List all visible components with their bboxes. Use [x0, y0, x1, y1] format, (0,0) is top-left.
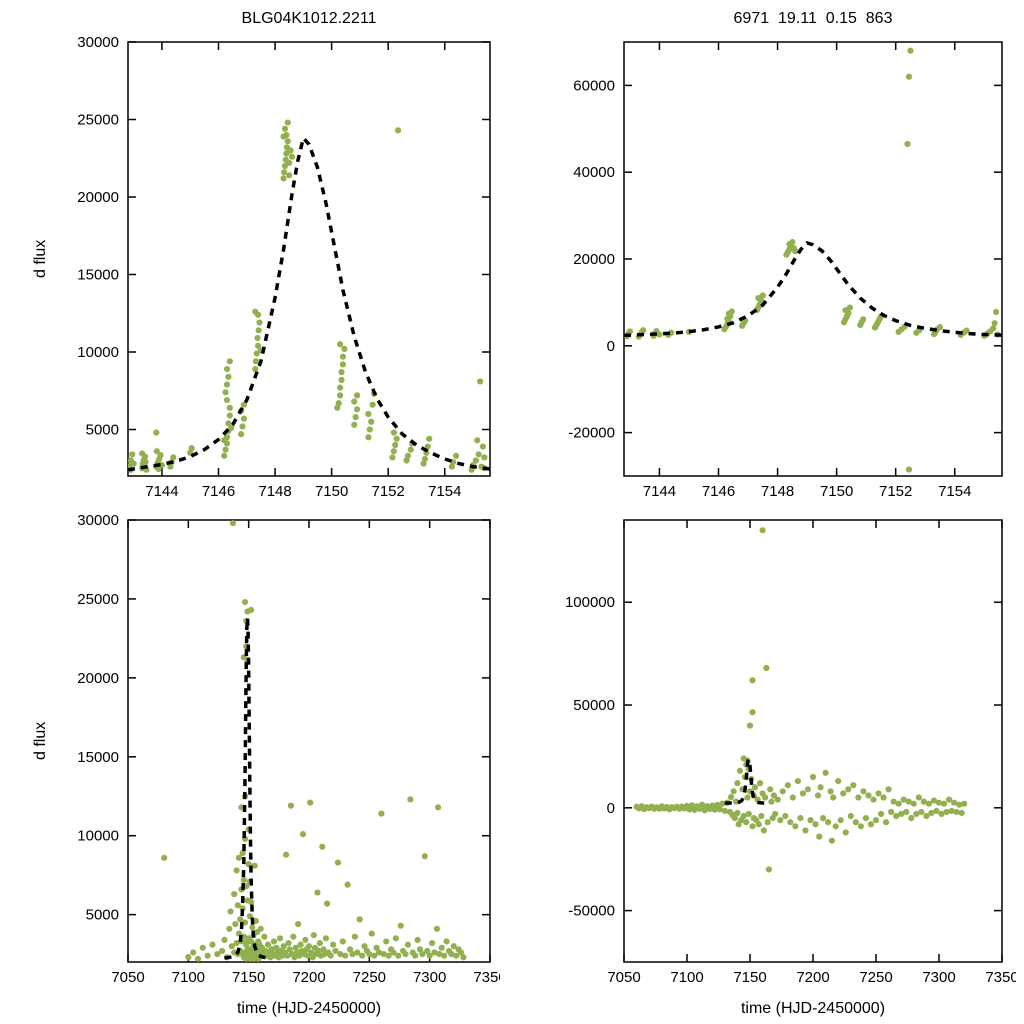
plot-canvas-bottom-right: 7050 7100 7150 7200 7250 7300 7350 -50000 0 50000… [565, 519, 1016, 986]
svg-text:60000: 60000 [573, 77, 615, 94]
svg-text:15000: 15000 [77, 267, 119, 284]
svg-text:100000: 100000 [565, 594, 615, 611]
svg-text:-50000: -50000 [568, 903, 615, 920]
plot-canvas-top-right: 7144 7146 7148 7150 7152 7154 -20000 0 20000 4000… [568, 41, 1003, 500]
svg-text:7150: 7150 [232, 969, 265, 986]
svg-text:7300: 7300 [922, 969, 955, 986]
svg-text:7154: 7154 [938, 483, 971, 500]
svg-text:7350: 7350 [985, 969, 1016, 986]
svg-text:7148: 7148 [761, 483, 794, 500]
svg-text:7146: 7146 [702, 483, 735, 500]
svg-text:7100: 7100 [670, 969, 703, 986]
svg-text:0: 0 [607, 800, 615, 817]
svg-text:7250: 7250 [353, 969, 386, 986]
svg-text:7200: 7200 [292, 969, 325, 986]
svg-text:30000: 30000 [77, 34, 119, 51]
svg-text:7100: 7100 [172, 969, 205, 986]
svg-text:-20000: -20000 [568, 425, 615, 442]
svg-text:7150: 7150 [733, 969, 766, 986]
svg-text:7152: 7152 [372, 483, 405, 500]
svg-text:0: 0 [607, 338, 615, 355]
svg-text:25000: 25000 [77, 112, 119, 129]
svg-text:7152: 7152 [879, 483, 912, 500]
svg-text:50000: 50000 [573, 697, 615, 714]
x-axis-label: time (HJD-2450000) [740, 1000, 886, 1017]
svg-text:40000: 40000 [573, 164, 615, 181]
panel-top-right: 7144 7146 7148 7150 7152 7154 -20000 0 20000 4000… [520, 6, 1016, 500]
svg-text:10000: 10000 [77, 344, 119, 361]
y-axis-label: d flux [32, 239, 49, 279]
svg-text:15000: 15000 [77, 749, 119, 766]
panel-top-left: 7144 7146 7148 7150 7152 7154 5000 10000 15000 20… [28, 6, 500, 500]
plot-canvas-top-left: 7144 7146 7148 7150 7152 7154 5000 10000 15000 20… [77, 34, 491, 500]
svg-text:7250: 7250 [859, 969, 892, 986]
svg-text:30000: 30000 [77, 512, 119, 529]
svg-text:5000: 5000 [86, 907, 119, 924]
x-axis-label: time (HJD-2450000) [236, 1000, 382, 1017]
chart-title: 6971 19.11 0.15 863 [733, 10, 893, 27]
plot-canvas-bottom-left: 7050 7100 7150 7200 7250 7300 7350 5000 10000 150… [77, 512, 500, 986]
svg-text:7146: 7146 [202, 483, 235, 500]
chart-title: BLG04K1012.2211 [241, 10, 377, 27]
svg-text:5000: 5000 [86, 422, 119, 439]
svg-text:7148: 7148 [258, 483, 291, 500]
svg-text:7300: 7300 [413, 969, 446, 986]
svg-text:20000: 20000 [77, 670, 119, 687]
svg-text:25000: 25000 [77, 591, 119, 608]
svg-text:10000: 10000 [77, 828, 119, 845]
svg-text:7144: 7144 [145, 483, 178, 500]
svg-text:7144: 7144 [643, 483, 676, 500]
svg-text:7050: 7050 [111, 969, 144, 986]
y-axis-label: d flux [32, 721, 49, 761]
svg-text:7154: 7154 [428, 483, 461, 500]
svg-text:20000: 20000 [77, 189, 119, 206]
svg-text:7150: 7150 [820, 483, 853, 500]
panel-bottom-right: 7050 7100 7150 7200 7250 7300 7350 -50000 0 50000… [520, 508, 1016, 1020]
svg-text:7350: 7350 [473, 969, 500, 986]
svg-text:7050: 7050 [607, 969, 640, 986]
svg-text:20000: 20000 [573, 251, 615, 268]
svg-text:7150: 7150 [315, 483, 348, 500]
svg-text:7200: 7200 [796, 969, 829, 986]
panel-bottom-left: 7050 7100 7150 7200 7250 7300 7350 5000 10000 150… [28, 508, 500, 1020]
